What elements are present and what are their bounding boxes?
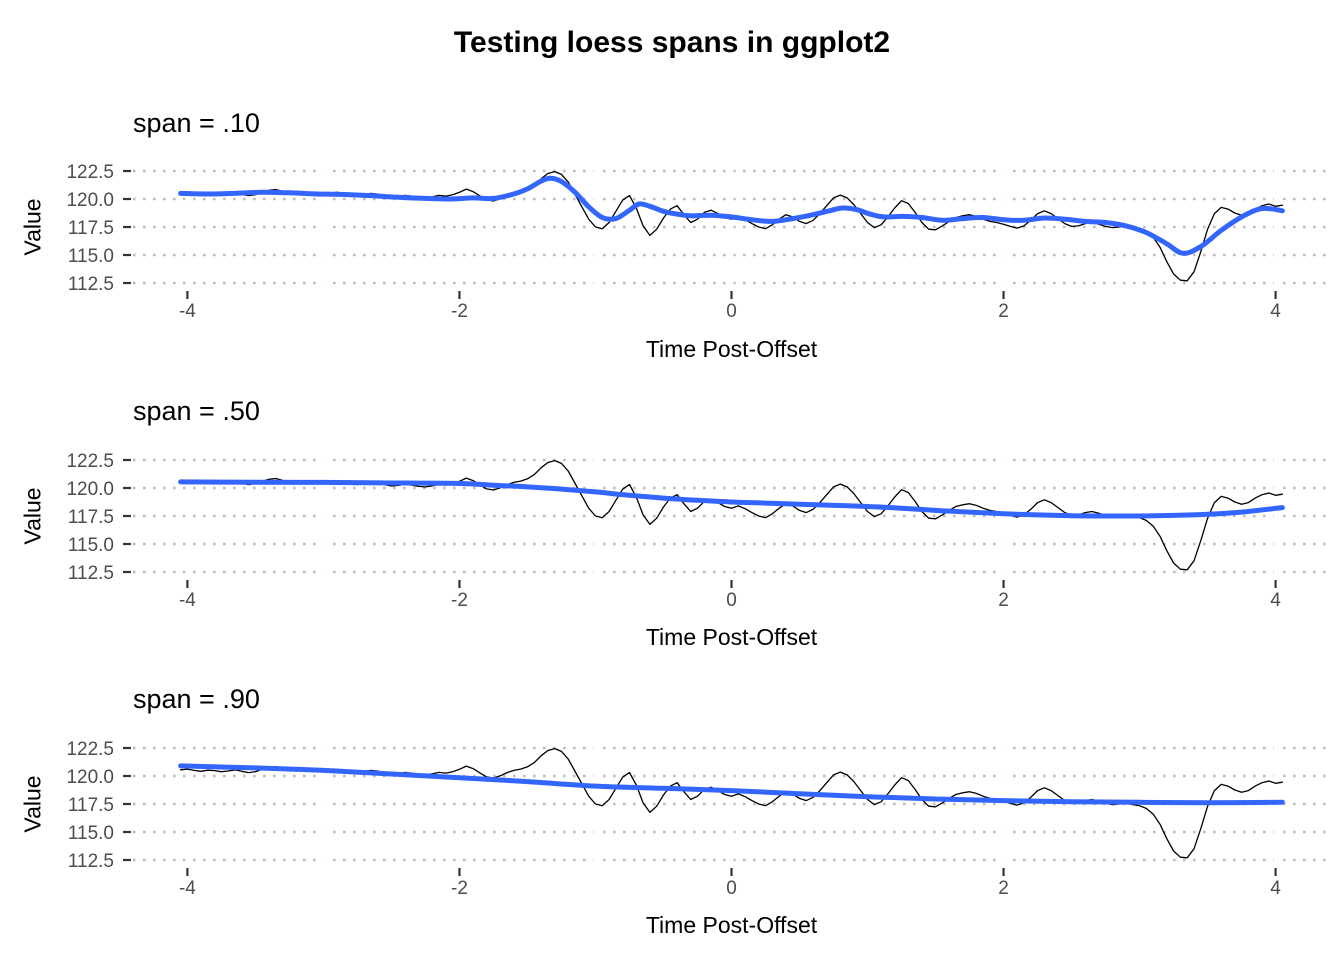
y-tick-label-112.5: 112.5 (68, 563, 114, 584)
y-tick-label-115.0: 115.0 (68, 246, 114, 267)
y-tick-label-112.5: 112.5 (68, 274, 114, 295)
y-tick-label-117.5: 117.5 (68, 795, 114, 816)
chart-title: Testing loess spans in ggplot2 (453, 26, 891, 59)
y-tick-label-122.5: 122.5 (66, 162, 114, 183)
panel-1: 112.5 115.0 117.5 120.0 122.5 -4 -2 0 2 4 (66, 162, 1330, 322)
y-tick-label-122.5: 122.5 (66, 739, 114, 760)
y-tick-label-112.5: 112.5 (68, 851, 114, 872)
y-tick-label-120.0: 120.0 (66, 767, 114, 788)
x-tick-label-0: 0 (726, 878, 737, 899)
y-tick-label-117.5: 117.5 (68, 507, 114, 528)
x-tick-label-4: 4 (1270, 301, 1281, 322)
loess-smooth-line (178, 479, 1285, 519)
y-tick-label-117.5: 117.5 (68, 218, 114, 239)
x-tick-label-2: 2 (998, 590, 1009, 611)
panel-1-y-axis-title: Value (19, 198, 46, 256)
y-tick-label-122.5: 122.5 (66, 451, 114, 472)
y-tick-label-115.0: 115.0 (68, 535, 114, 556)
panel-2-x-axis-title: Time Post-Offset (645, 624, 818, 650)
x-tick-label-0: 0 (726, 590, 737, 611)
x-tick-label--2: -2 (451, 301, 468, 322)
x-tick-label-2: 2 (998, 301, 1009, 322)
panel-2-span-label: span = .50 (133, 396, 260, 426)
y-tick-label-115.0: 115.0 (68, 823, 114, 844)
panel-1-span-label: span = .10 (133, 108, 260, 138)
x-tick-label-0: 0 (726, 301, 737, 322)
y-tick-label-120.0: 120.0 (66, 190, 114, 211)
x-tick-label--4: -4 (179, 878, 196, 899)
x-tick-label--4: -4 (179, 301, 196, 322)
panel-3: 112.5 115.0 117.5 120.0 122.5 -4 -2 0 2 4 (66, 739, 1330, 899)
x-tick-label-4: 4 (1270, 590, 1281, 611)
x-tick-label--4: -4 (179, 590, 196, 611)
panel-2-y-axis-title: Value (19, 487, 46, 545)
panel-2: 112.5 115.0 117.5 120.0 122.5 -4 -2 0 2 4 (66, 451, 1330, 611)
panel-1-x-axis-title: Time Post-Offset (645, 336, 818, 362)
x-tick-label--2: -2 (451, 878, 468, 899)
panel-3-x-axis-title: Time Post-Offset (645, 912, 818, 938)
loess-smooth-line (178, 763, 1285, 806)
y-tick-label-120.0: 120.0 (66, 479, 114, 500)
loess-smooth-line (178, 175, 1285, 256)
panel-3-span-label: span = .90 (133, 684, 260, 714)
x-tick-label-2: 2 (998, 878, 1009, 899)
panel-3-y-axis-title: Value (19, 775, 46, 833)
x-tick-label--2: -2 (451, 590, 468, 611)
x-tick-label-4: 4 (1270, 878, 1281, 899)
